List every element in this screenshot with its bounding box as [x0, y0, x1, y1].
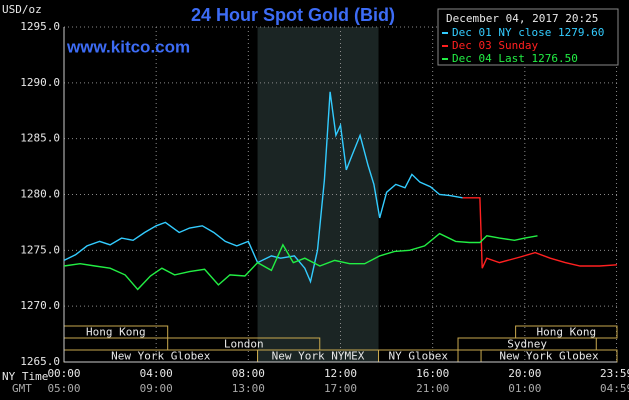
session-label: New York Globex: [111, 350, 211, 363]
legend-label: Dec 01 NY close 1279.60: [452, 26, 604, 39]
legend-label: Dec 03 Sunday: [452, 39, 538, 52]
legend-box: [437, 8, 619, 66]
x2-tick-label: 01:00: [508, 382, 541, 395]
background: [63, 26, 618, 363]
session-label: London: [224, 338, 264, 351]
x2-tick-label: 17:00: [324, 382, 357, 395]
chart-title: 24 Hour Spot Gold (Bid): [191, 5, 395, 25]
y-tick-label: 1265.0: [20, 355, 60, 368]
series-line: [462, 197, 618, 269]
y-axis-label: USD/oz: [2, 3, 42, 16]
x2-tick-label: 21:00: [416, 382, 449, 395]
session-label: NY Globex: [388, 350, 448, 363]
x2-tick-label: 13:00: [232, 382, 265, 395]
series-line: [63, 91, 463, 284]
y-tick-label: 1285.0: [20, 132, 60, 145]
x-tick-label: 23:59: [600, 367, 629, 380]
legend-label: Dec 04 Last 1276.50: [452, 52, 578, 65]
x-tick-label: 16:00: [416, 367, 449, 380]
session-label: Sydney: [507, 338, 547, 351]
x2-tick-label: 04:59: [600, 382, 629, 395]
x-tick-label: 12:00: [324, 367, 357, 380]
source: www.kitco.com: [66, 37, 190, 56]
session-label: New York Globex: [499, 350, 599, 363]
x2-axis-label: GMT: [12, 382, 32, 395]
y-tick-label: 1295.0: [20, 20, 60, 33]
x-tick-label: 00:00: [47, 367, 80, 380]
highlight-band: [257, 27, 379, 362]
y-tick-label: 1270.0: [20, 299, 60, 312]
y-tick-label: 1290.0: [20, 76, 60, 89]
x-axis-label: NY Time: [2, 370, 48, 383]
series-line: [63, 232, 538, 291]
y-tick-label: 1280.0: [20, 188, 60, 201]
x-tick-label: 04:00: [140, 367, 173, 380]
session-label: New York NYMEX: [272, 350, 365, 363]
y-tick-label: 1275.0: [20, 243, 60, 256]
session-label: Hong Kong: [86, 326, 146, 339]
x-tick-label: 08:00: [232, 367, 265, 380]
legend-title: December 04, 2017 20:25: [446, 12, 598, 25]
x2-tick-label: 05:00: [47, 382, 80, 395]
session-label: Hong Kong: [537, 326, 597, 339]
x2-tick-label: 09:00: [140, 382, 173, 395]
x-tick-label: 20:00: [508, 367, 541, 380]
